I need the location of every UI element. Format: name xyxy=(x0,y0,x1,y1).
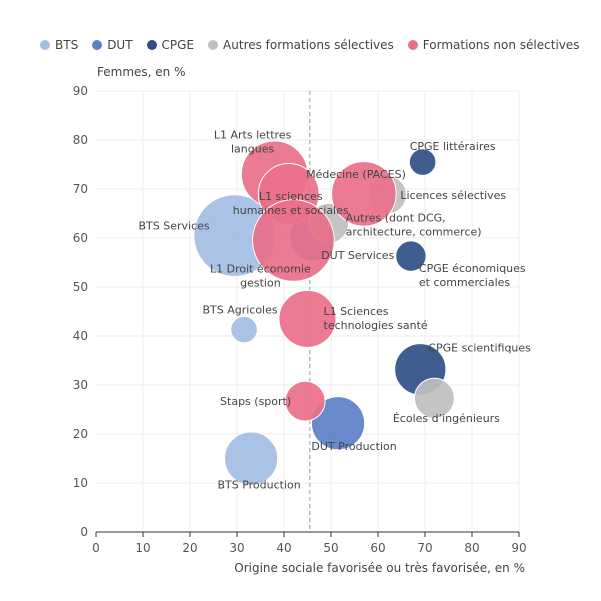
point-label-line: langues xyxy=(231,142,274,155)
data-point[interactable] xyxy=(224,431,279,486)
point-label: Médecine (PACES) xyxy=(306,168,406,181)
point-label-line: BTS Production xyxy=(217,479,300,492)
point-label-line: L1 Sciences xyxy=(324,305,389,318)
point-label: BTS Production xyxy=(217,479,300,492)
axes: 0 10 20 30 40 50 60 70 80 90 0 10 20 30 40 50 60 70 80 90 xyxy=(73,84,527,555)
point-label-line: L1 Droit économie xyxy=(210,262,311,275)
point-label-line: BTS Agricoles xyxy=(202,304,277,317)
point-labels: L1 Arts lettres langues L1 sciences humaine… xyxy=(139,128,532,491)
y-tick-label: 40 xyxy=(73,329,88,343)
point-label-line: CPGE littéraires xyxy=(410,140,496,153)
data-point[interactable] xyxy=(284,380,326,422)
point-label: Écoles d’ingénieurs xyxy=(393,412,500,425)
point-label: L1 Arts lettres langues xyxy=(214,128,292,155)
point-label: L1 Sciences technologies santé xyxy=(324,305,428,332)
point-label-line: et commerciales xyxy=(419,276,511,289)
y-axis-title: Femmes, en % xyxy=(97,65,185,79)
point-label: DUT Services xyxy=(321,249,394,262)
legend-label: Autres formations sélectives xyxy=(223,38,394,52)
data-points xyxy=(193,140,455,486)
legend-item[interactable]: Autres formations sélectives xyxy=(208,38,394,52)
legend-item[interactable]: BTS xyxy=(40,38,78,52)
legend-label: CPGE xyxy=(161,38,195,52)
point-label-line: gestion xyxy=(240,276,281,289)
data-point[interactable] xyxy=(331,161,397,227)
legend-dot xyxy=(146,40,157,50)
point-label: CPGE scientifiques xyxy=(428,341,531,354)
point-label-line: DUT Services xyxy=(321,249,394,262)
y-tick-label: 80 xyxy=(73,133,88,147)
legend-item[interactable]: Formations non sélectives xyxy=(407,38,580,52)
point-label: BTS Agricoles xyxy=(202,304,277,317)
x-tick-label: 50 xyxy=(323,541,338,555)
x-tick-label: 60 xyxy=(370,541,385,555)
y-tick-label: 90 xyxy=(73,84,88,98)
point-label-line: DUT Production xyxy=(311,440,396,453)
y-tick-label: 0 xyxy=(80,525,88,539)
point-label-line: technologies santé xyxy=(324,319,428,332)
y-tick-label: 20 xyxy=(73,427,88,441)
y-tick-label: 70 xyxy=(73,182,88,196)
point-label-line: Staps (sport) xyxy=(220,395,291,408)
data-point[interactable] xyxy=(230,315,258,344)
data-point[interactable] xyxy=(278,289,337,348)
point-label: CPGE littéraires xyxy=(410,140,496,153)
point-label-line: CPGE scientifiques xyxy=(428,341,531,354)
point-label-line: L1 sciences xyxy=(259,190,323,203)
point-label-line: Licences sélectives xyxy=(400,189,506,202)
x-tick-label: 40 xyxy=(276,541,291,555)
point-label-line: Écoles d’ingénieurs xyxy=(393,412,500,425)
point-label: DUT Production xyxy=(311,440,396,453)
point-label: BTS Services xyxy=(139,220,210,233)
point-label-line: BTS Services xyxy=(139,220,210,233)
data-point[interactable] xyxy=(252,199,335,282)
legend-item[interactable]: DUT xyxy=(92,38,133,52)
legend-dot xyxy=(208,40,219,50)
data-point[interactable] xyxy=(310,396,366,451)
x-tick-label: 0 xyxy=(92,541,100,555)
legend: BTS DUT CPGE Autres formations sélectives Fo… xyxy=(40,35,580,55)
point-label: L1 Droit économie gestion xyxy=(210,262,311,289)
y-tick-label: 10 xyxy=(73,476,88,490)
point-label-line: L1 Arts lettres xyxy=(214,128,292,141)
x-tick-label: 80 xyxy=(464,541,479,555)
point-label: L1 sciences humaines et sociales xyxy=(233,190,349,217)
x-tick-label: 70 xyxy=(417,541,432,555)
point-label: CPGE économiques et commerciales xyxy=(419,262,526,289)
data-point[interactable] xyxy=(408,148,437,176)
point-label-line: CPGE économiques xyxy=(419,262,526,275)
legend-label: Formations non sélectives xyxy=(422,38,580,52)
point-label: Staps (sport) xyxy=(220,395,291,408)
x-tick-label: 90 xyxy=(511,541,526,555)
x-axis-title: Origine sociale favorisée ou très favori… xyxy=(234,561,525,575)
point-label-line: humaines et sociales xyxy=(233,204,349,217)
point-label: Licences sélectives xyxy=(400,189,506,202)
x-tick-label: 10 xyxy=(135,541,150,555)
legend-dot xyxy=(407,40,418,50)
y-tick-label: 60 xyxy=(73,231,88,245)
point-label-line: Médecine (PACES) xyxy=(306,168,406,181)
data-point[interactable] xyxy=(413,377,455,419)
data-point[interactable] xyxy=(395,240,427,272)
x-tick-label: 30 xyxy=(229,541,244,555)
legend-dot xyxy=(92,40,103,50)
y-tick-label: 30 xyxy=(73,378,88,392)
point-label-line: architecture, commerce) xyxy=(346,225,482,238)
legend-label: BTS xyxy=(55,38,79,52)
point-label-line: Autres (dont DCG, xyxy=(346,211,446,224)
legend-item[interactable]: CPGE xyxy=(146,38,195,52)
y-tick-label: 50 xyxy=(73,280,88,294)
x-tick-label: 20 xyxy=(182,541,197,555)
point-label: Autres (dont DCG, architecture, commerce) xyxy=(346,211,482,238)
legend-label: DUT xyxy=(107,38,133,52)
legend-dot xyxy=(40,40,50,50)
